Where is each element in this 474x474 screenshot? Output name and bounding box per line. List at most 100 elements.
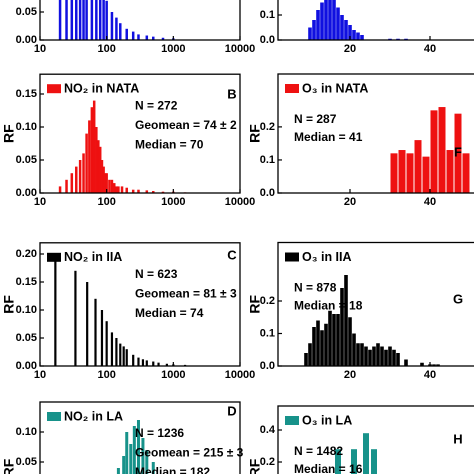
- bar: [125, 349, 128, 366]
- panel: 0.00 0.05 0.10 0.15 0.20 10 100 1000 10000 RF NO₂ …: [1, 242, 255, 381]
- bar: [328, 0, 332, 40]
- bar: [436, 364, 440, 366]
- panel-letter: D: [227, 403, 236, 418]
- panel: 0.2 0.4 RF O₃ in LA N = 1482 Median = 16 H: [247, 405, 474, 474]
- bar: [151, 462, 155, 474]
- bar: [105, 0, 108, 41]
- panel: 0.0 0.1 20 40: [260, 0, 474, 55]
- bar: [152, 191, 155, 193]
- y-tick-label: 0.05: [16, 154, 37, 166]
- bar: [352, 30, 356, 40]
- bar: [65, 179, 68, 193]
- bar: [324, 0, 328, 40]
- y-tick-label: 0.15: [16, 276, 37, 288]
- bar: [351, 449, 357, 474]
- x-tick-label: 100: [97, 196, 115, 208]
- panel-letter: C: [227, 247, 237, 262]
- bar: [336, 7, 340, 40]
- panel-letter: G: [453, 291, 463, 306]
- bar: [152, 36, 155, 40]
- bar: [78, 0, 82, 40]
- bar: [120, 186, 124, 193]
- legend-label: NO₂ in NATA: [64, 81, 139, 95]
- bar: [105, 321, 108, 366]
- legend-label: O₃ in IIA: [302, 250, 352, 264]
- annotation: Geomean = 74 ± 2: [135, 118, 237, 132]
- bar: [117, 186, 120, 193]
- bar: [54, 259, 57, 366]
- y-tick-label: 0.20: [16, 248, 37, 260]
- panel-letter: B: [227, 86, 236, 101]
- annotation: N = 878: [294, 281, 337, 295]
- bar: [340, 288, 344, 366]
- bar: [94, 298, 97, 366]
- bar: [320, 2, 324, 40]
- bar: [145, 35, 149, 40]
- bar: [137, 357, 140, 366]
- bar: [110, 179, 114, 193]
- bar: [125, 187, 128, 193]
- x-tick-label: 20: [344, 196, 356, 208]
- annotation: N = 272: [135, 98, 178, 112]
- bar: [100, 160, 104, 193]
- y-tick-label: 0.1: [260, 154, 275, 166]
- bar: [82, 0, 85, 40]
- y-axis-label: RF: [1, 124, 17, 143]
- bar: [132, 426, 136, 474]
- bar: [308, 27, 312, 40]
- x-tick-label: 1000: [161, 369, 185, 381]
- y-tick-label: 0.10: [16, 121, 37, 133]
- y-axis-label: RF: [1, 295, 17, 314]
- x-tick-label: 10: [34, 196, 46, 208]
- bar: [85, 0, 88, 40]
- y-tick-label: 0.05: [16, 332, 37, 344]
- plot-frame: [277, 241, 474, 367]
- legend-swatch: [285, 416, 299, 425]
- bar: [376, 343, 380, 366]
- bar: [58, 186, 62, 193]
- plot-frame: [39, 0, 241, 41]
- bar: [88, 120, 91, 193]
- y-tick-label: 0.0: [260, 34, 275, 46]
- x-tick-label: 40: [424, 43, 436, 55]
- panel: 0.0 0.1 0.2 20 40 RF O₃ in NATA N = 287 Median =…: [247, 73, 474, 208]
- bar: [58, 0, 62, 40]
- bar: [312, 327, 316, 366]
- bar: [70, 0, 74, 40]
- legend-swatch: [285, 84, 299, 93]
- bar: [110, 332, 114, 366]
- bar: [165, 363, 168, 366]
- x-tick-label: 1000: [161, 43, 185, 55]
- legend-swatch: [285, 252, 299, 262]
- bar: [157, 362, 160, 366]
- annotation: Median = 41: [294, 130, 363, 144]
- y-tick-label: 0.0: [260, 187, 275, 199]
- plot-frame: [39, 401, 241, 474]
- bar: [462, 153, 470, 193]
- bar: [141, 438, 145, 474]
- annotation: N = 1482: [294, 444, 343, 458]
- bar: [363, 433, 369, 474]
- legend-label: NO₂ in IIA: [64, 250, 122, 264]
- bar: [404, 359, 408, 366]
- bar: [344, 20, 348, 40]
- plot-frame: [39, 73, 241, 194]
- bar: [328, 310, 332, 366]
- annotation: N = 623: [135, 267, 178, 281]
- legend-label: O₃ in NATA: [302, 81, 368, 95]
- bar: [360, 343, 364, 366]
- bar: [122, 346, 125, 366]
- bar: [145, 450, 149, 474]
- y-tick-label: 0.10: [16, 304, 37, 316]
- bar: [108, 179, 111, 193]
- x-tick-label: 10: [34, 43, 46, 55]
- y-tick-label: 0.00: [16, 360, 37, 372]
- bar: [137, 189, 140, 193]
- bar: [78, 160, 82, 193]
- bar: [384, 349, 388, 366]
- plot-frame: [277, 0, 474, 41]
- x-tick-label: 10: [34, 369, 46, 381]
- bar: [324, 323, 328, 366]
- annotation: Median = 182: [135, 465, 210, 474]
- panel: 0.00 0.05 10 100 1000 10000: [16, 0, 255, 55]
